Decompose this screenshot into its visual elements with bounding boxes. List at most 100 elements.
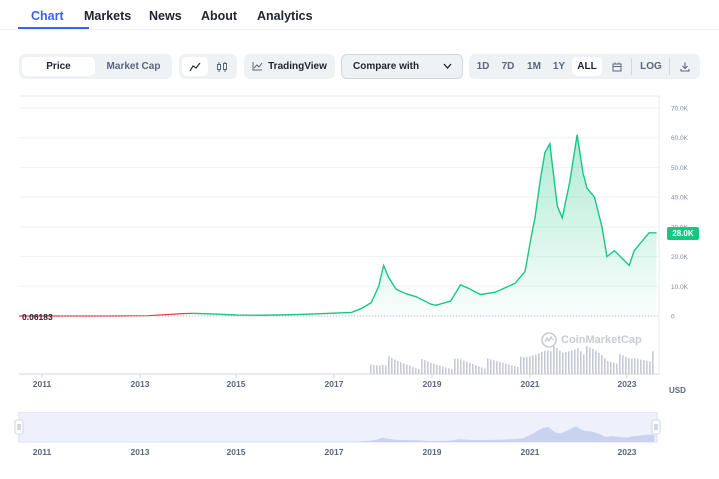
tradingview-button-wrap: TradingView — [244, 54, 335, 79]
volume-bar — [433, 363, 435, 374]
range-1m-button[interactable]: 1M — [527, 61, 541, 72]
tab-analytics[interactable]: Analytics — [257, 9, 313, 23]
start-value-label: 0.06183 — [22, 312, 53, 322]
volume-bar — [592, 348, 594, 374]
volume-bar — [490, 359, 492, 374]
navigator-x-tick-label: 2015 — [227, 447, 246, 457]
x-tick-label: 2021 — [521, 379, 540, 389]
volume-bar — [523, 357, 525, 374]
volume-bar — [460, 359, 462, 374]
navigator-series — [19, 426, 655, 442]
range-7d-button[interactable]: 7D — [501, 61, 515, 72]
y-tick-label: 40.0K — [671, 195, 689, 202]
volume-bar — [400, 362, 402, 374]
date-range-button[interactable] — [607, 57, 627, 76]
volume-bar — [445, 367, 447, 374]
volume-bar — [619, 353, 621, 374]
navigator-x-tick-label: 2023 — [618, 447, 637, 457]
volume-bar — [403, 363, 405, 374]
volume-bar — [424, 360, 426, 374]
range-1d-button[interactable]: 1D — [476, 61, 490, 72]
volume-bar — [553, 346, 555, 374]
chart-style-toggle — [179, 54, 237, 79]
volume-bar — [382, 364, 384, 374]
volume-bar — [535, 354, 537, 374]
y-tick-label: 50.0K — [671, 165, 689, 172]
volume-bar — [574, 349, 576, 374]
navigator-right-handle[interactable] — [651, 419, 661, 435]
tab-about[interactable]: About — [201, 9, 238, 23]
candlestick-button[interactable] — [209, 57, 235, 76]
volume-bar — [547, 350, 549, 374]
chart-toolbar: Price Market Cap TradingView C — [0, 54, 719, 80]
navigator-x-tick-label: 2017 — [325, 447, 344, 457]
navigator-x-axis: 2011 2013 2015 2017 2019 2021 2023 — [33, 447, 637, 457]
toolbar-divider — [631, 58, 632, 75]
volume-bar — [526, 357, 528, 374]
volume-bar — [550, 351, 552, 374]
volume-bar — [448, 368, 450, 374]
volume-bar — [631, 358, 633, 374]
range-1y-button[interactable]: 1Y — [552, 61, 566, 72]
x-tick-label: 2017 — [325, 379, 344, 389]
volume-bar — [478, 366, 480, 374]
log-scale-button[interactable]: LOG — [640, 61, 662, 72]
volume-bar — [379, 365, 381, 374]
volume-bar — [616, 363, 618, 374]
volume-bar — [418, 368, 420, 374]
volume-bar — [544, 350, 546, 374]
x-axis: 2011 2013 2015 2017 2019 2021 2023 — [33, 374, 637, 389]
market-cap-toggle-button[interactable]: Market Cap — [106, 61, 161, 72]
volume-bar — [442, 366, 444, 374]
volume-bar — [409, 365, 411, 374]
volume-bar — [514, 366, 516, 374]
volume-bar — [412, 366, 414, 374]
line-chart-button[interactable] — [182, 57, 208, 76]
x-tick-label: 2013 — [131, 379, 150, 389]
volume-bar — [556, 348, 558, 374]
chart-type-toggle: Price Market Cap — [19, 54, 172, 79]
volume-bar — [475, 365, 477, 374]
volume-bar — [472, 364, 474, 374]
volume-bar — [532, 355, 534, 374]
volume-bar — [634, 358, 636, 374]
range-navigator[interactable]: 2011 2013 2015 2017 2019 2021 2023 — [0, 411, 719, 473]
volume-bar — [577, 348, 579, 374]
volume-bar — [529, 356, 531, 374]
compare-with-dropdown[interactable]: Compare with — [341, 54, 463, 79]
volume-bar — [397, 360, 399, 374]
currency-label: USD — [669, 386, 686, 395]
volume-bar — [508, 364, 510, 374]
tradingview-button[interactable]: TradingView — [247, 57, 332, 76]
volume-bar — [469, 362, 471, 374]
download-button[interactable] — [674, 57, 696, 76]
tradingview-label: TradingView — [268, 61, 327, 72]
tab-news[interactable]: News — [149, 9, 182, 23]
volume-bar — [373, 365, 375, 374]
volume-bar — [649, 361, 651, 374]
navigator-left-handle[interactable] — [14, 419, 24, 435]
volume-bar — [463, 360, 465, 374]
y-tick-label: 0 — [671, 314, 675, 321]
volume-bars — [370, 346, 654, 374]
tab-chart[interactable]: Chart — [31, 9, 64, 23]
volume-bar — [568, 351, 570, 374]
price-line-below-start — [18, 312, 193, 317]
volume-bar — [643, 360, 645, 374]
toolbar-divider — [669, 58, 670, 75]
navigator-x-tick-label: 2019 — [423, 447, 442, 457]
volume-bar — [457, 359, 459, 374]
volume-bar — [613, 362, 615, 374]
volume-bar — [454, 358, 456, 374]
volume-bar — [427, 361, 429, 374]
range-all-button[interactable]: ALL — [572, 57, 602, 76]
price-toggle-button[interactable]: Price — [22, 57, 95, 76]
tab-markets[interactable]: Markets — [84, 9, 132, 23]
volume-bar — [640, 359, 642, 374]
compare-with-label: Compare with — [353, 61, 420, 72]
time-range-selector: 1D 7D 1M 1Y ALL LOG — [469, 54, 700, 79]
chevron-down-icon — [443, 63, 452, 69]
